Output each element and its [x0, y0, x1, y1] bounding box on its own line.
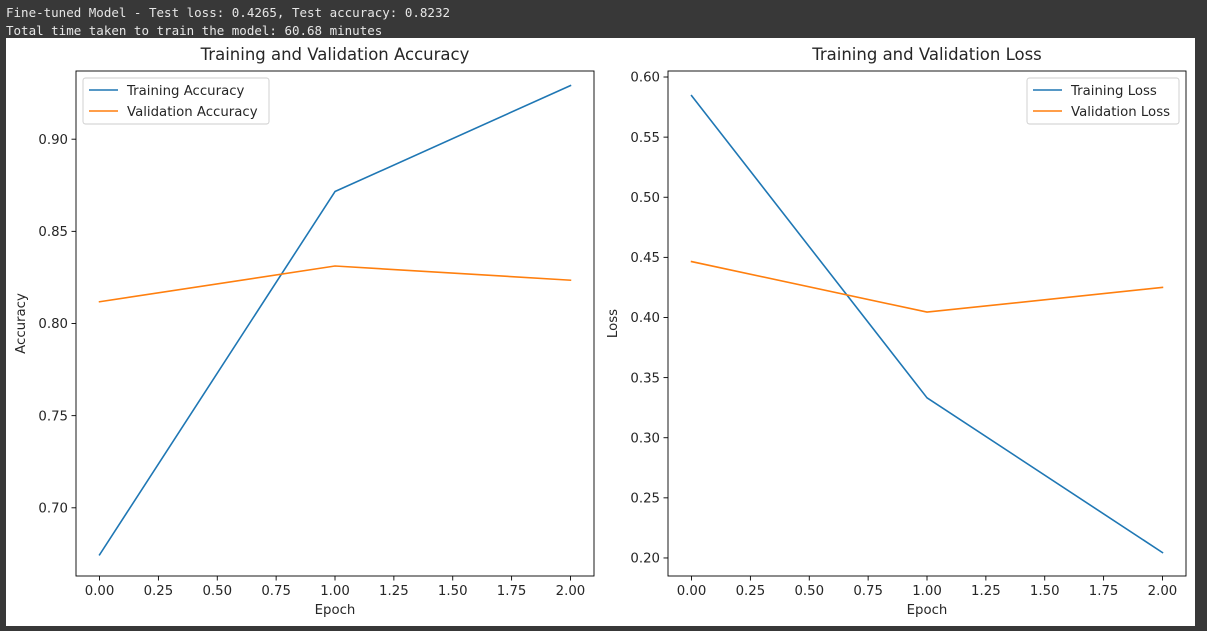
axes-frame	[76, 71, 594, 576]
x-tick-label: 0.50	[794, 584, 824, 599]
x-tick-label: 1.25	[379, 584, 409, 599]
y-tick-label: 0.90	[38, 133, 68, 148]
series-line-2	[692, 262, 1163, 312]
legend-label: Training Loss	[1070, 84, 1157, 99]
x-tick-label: 0.25	[144, 584, 174, 599]
x-tick-label: 0.75	[261, 584, 291, 599]
y-tick-label: 0.80	[38, 317, 68, 332]
x-tick-label: 1.00	[912, 584, 942, 599]
legend: Training Loss Validation Loss	[1027, 78, 1179, 124]
y-tick-label: 0.70	[38, 502, 68, 517]
y-tick-label: 0.30	[630, 431, 660, 446]
figure-canvas: 0.00 0.25 0.50 0.75 1.00 1.25 1.50 1.75 2.00 0.70…	[6, 38, 1195, 626]
x-axis-label: Epoch	[907, 603, 948, 618]
legend-label: Training Accuracy	[126, 84, 245, 99]
y-tick-label: 0.55	[630, 131, 660, 146]
legend-label: Validation Accuracy	[127, 105, 258, 120]
x-tick-label: 1.50	[1030, 584, 1060, 599]
x-tick-label: 0.00	[677, 584, 707, 599]
console-output: Fine-tuned Model - Test loss: 0.4265, Te…	[6, 0, 1201, 38]
chart-2: 0.00 0.25 0.50 0.75 1.00 1.25 1.50 1.75 2.00 0.20…	[606, 45, 1186, 618]
y-tick-label: 0.35	[630, 371, 660, 386]
figure: 0.00 0.25 0.50 0.75 1.00 1.25 1.50 1.75 2.00 0.70…	[6, 38, 1195, 626]
x-tick-label: 2.00	[556, 584, 586, 599]
x-tick-label: 1.75	[497, 584, 527, 599]
legend-label: Validation Loss	[1071, 105, 1170, 120]
y-tick-label: 0.85	[38, 225, 68, 240]
x-tick-label: 1.50	[438, 584, 468, 599]
chart-1: 0.00 0.25 0.50 0.75 1.00 1.25 1.50 1.75 2.00 0.70…	[14, 45, 594, 618]
y-tick-label: 0.60	[630, 71, 660, 86]
chart-title: Training and Validation Accuracy	[200, 45, 470, 64]
y-tick-label: 0.40	[630, 311, 660, 326]
series-line-1	[100, 86, 571, 555]
y-tick-label: 0.50	[630, 191, 660, 206]
x-tick-label: 0.50	[202, 584, 232, 599]
series-line-1	[692, 96, 1163, 553]
console-line-test-results: Fine-tuned Model - Test loss: 0.4265, Te…	[6, 4, 1201, 22]
y-tick-label: 0.20	[630, 552, 660, 567]
y-tick-label: 0.45	[630, 251, 660, 266]
x-tick-label: 0.25	[736, 584, 766, 599]
y-axis-label: Accuracy	[14, 293, 29, 354]
x-tick-label: 0.00	[85, 584, 115, 599]
series-line-2	[100, 266, 571, 302]
y-axis-label: Loss	[606, 309, 621, 338]
legend: Training Accuracy Validation Accuracy	[83, 78, 269, 124]
x-tick-label: 2.00	[1148, 584, 1178, 599]
axes-frame	[668, 71, 1186, 576]
x-tick-label: 1.75	[1089, 584, 1119, 599]
y-tick-label: 0.25	[630, 492, 660, 507]
chart-title: Training and Validation Loss	[811, 45, 1042, 64]
x-tick-label: 1.25	[971, 584, 1001, 599]
x-tick-label: 0.75	[853, 584, 883, 599]
x-axis-label: Epoch	[315, 603, 356, 618]
x-tick-label: 1.00	[320, 584, 350, 599]
y-tick-label: 0.75	[38, 409, 68, 424]
